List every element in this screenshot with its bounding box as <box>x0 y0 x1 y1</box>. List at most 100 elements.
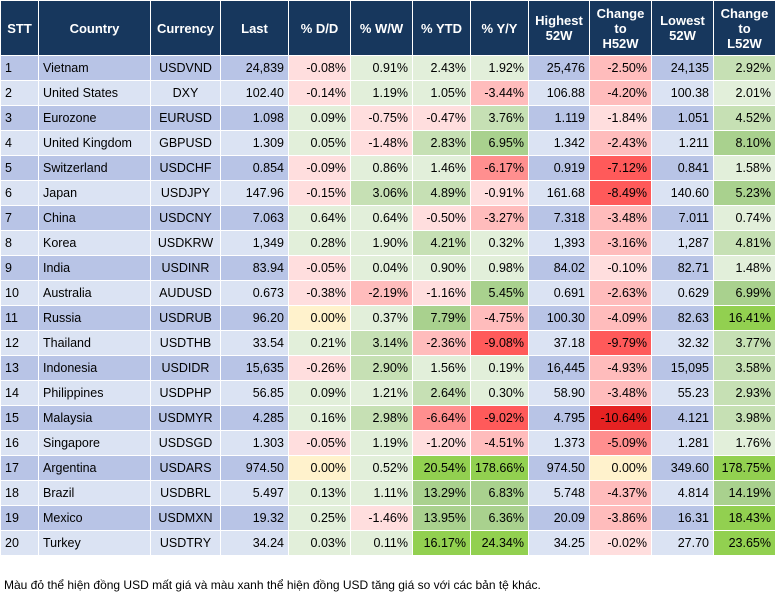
cell-ytd: 1.05% <box>412 80 471 106</box>
cell-low: 27.70 <box>651 530 714 556</box>
cell-currency: USDCNY <box>150 205 221 231</box>
cell-ytd: 16.17% <box>412 530 471 556</box>
color-legend-note: Màu đỏ thể hiện đồng USD mất giá và màu … <box>4 578 541 592</box>
cell-country: Switzerland <box>38 155 151 181</box>
cell-dd: -0.09% <box>288 155 351 181</box>
cell-chigh: -3.48% <box>589 205 652 231</box>
cell-ytd: -6.64% <box>412 405 471 431</box>
cell-clow: 3.98% <box>713 405 776 431</box>
cell-dd: -0.14% <box>288 80 351 106</box>
cell-currency: EURUSD <box>150 105 221 131</box>
cell-chigh: -2.43% <box>589 130 652 156</box>
cell-clow: 6.99% <box>713 280 776 306</box>
cell-chigh: -10.64% <box>589 405 652 431</box>
cell-chigh: 0.00% <box>589 455 652 481</box>
cell-clow: 4.52% <box>713 105 776 131</box>
cell-country: Brazil <box>38 480 151 506</box>
header-change-to-l52w: Change to L52W <box>713 0 776 56</box>
table-row: 1 Vietnam USDVND 24,839 -0.08% 0.91% 2.43% 1.92… <box>0 55 776 81</box>
cell-currency: USDJPY <box>150 180 221 206</box>
cell-clow: 5.23% <box>713 180 776 206</box>
cell-low: 0.629 <box>651 280 714 306</box>
table-row: 20 Turkey USDTRY 34.24 0.03% 0.11% 16.17% 24.34… <box>0 530 776 556</box>
cell-low: 32.32 <box>651 330 714 356</box>
cell-country: India <box>38 255 151 281</box>
cell-stt: 15 <box>0 405 39 431</box>
cell-chigh: -4.37% <box>589 480 652 506</box>
cell-ww: 1.19% <box>350 80 413 106</box>
cell-currency: USDTRY <box>150 530 221 556</box>
cell-country: Singapore <box>38 430 151 456</box>
cell-low: 1.051 <box>651 105 714 131</box>
cell-dd: -0.26% <box>288 355 351 381</box>
table-body: 1 Vietnam USDVND 24,839 -0.08% 0.91% 2.43% 1.92… <box>0 55 776 556</box>
table-row: 13 Indonesia USDIDR 15,635 -0.26% 2.90% 1.56% 0… <box>0 355 776 381</box>
cell-dd: 0.00% <box>288 305 351 331</box>
cell-high: 974.50 <box>528 455 590 481</box>
cell-ww: 2.90% <box>350 355 413 381</box>
cell-clow: 3.58% <box>713 355 776 381</box>
cell-ytd: 2.64% <box>412 380 471 406</box>
cell-stt: 18 <box>0 480 39 506</box>
cell-dd: 0.13% <box>288 480 351 506</box>
table-row: 15 Malaysia USDMYR 4.285 0.16% 2.98% -6.64% -9.… <box>0 405 776 431</box>
cell-chigh: -2.63% <box>589 280 652 306</box>
cell-yy: 0.30% <box>470 380 529 406</box>
cell-currency: USDTHB <box>150 330 221 356</box>
cell-dd: 0.25% <box>288 505 351 531</box>
cell-ww: 0.04% <box>350 255 413 281</box>
table-row: 6 Japan USDJPY 147.96 -0.15% 3.06% 4.89% -0.91%… <box>0 180 776 206</box>
cell-currency: USDPHP <box>150 380 221 406</box>
cell-ww: -0.75% <box>350 105 413 131</box>
cell-currency: USDRUB <box>150 305 221 331</box>
cell-country: Philippines <box>38 380 151 406</box>
cell-chigh: -4.20% <box>589 80 652 106</box>
cell-country: Thailand <box>38 330 151 356</box>
cell-stt: 10 <box>0 280 39 306</box>
cell-currency: USDVND <box>150 55 221 81</box>
cell-clow: 1.58% <box>713 155 776 181</box>
cell-clow: 2.01% <box>713 80 776 106</box>
cell-stt: 1 <box>0 55 39 81</box>
cell-chigh: -5.09% <box>589 430 652 456</box>
cell-chigh: -4.93% <box>589 355 652 381</box>
cell-low: 1.281 <box>651 430 714 456</box>
cell-country: Japan <box>38 180 151 206</box>
cell-country: Korea <box>38 230 151 256</box>
cell-ytd: 13.95% <box>412 505 471 531</box>
cell-low: 1.211 <box>651 130 714 156</box>
cell-last: 7.063 <box>220 205 289 231</box>
header-pct-ytd: % YTD <box>412 0 471 56</box>
cell-ytd: 1.56% <box>412 355 471 381</box>
cell-dd: 0.64% <box>288 205 351 231</box>
table-row: 16 Singapore USDSGD 1.303 -0.05% 1.19% -1.20% -… <box>0 430 776 456</box>
cell-stt: 20 <box>0 530 39 556</box>
table-row: 18 Brazil USDBRL 5.497 0.13% 1.11% 13.29% 6.83%… <box>0 480 776 506</box>
cell-high: 0.919 <box>528 155 590 181</box>
cell-last: 1,349 <box>220 230 289 256</box>
cell-dd: -0.05% <box>288 255 351 281</box>
cell-currency: USDKRW <box>150 230 221 256</box>
cell-high: 100.30 <box>528 305 590 331</box>
cell-country: Argentina <box>38 455 151 481</box>
table-row: 14 Philippines USDPHP 56.85 0.09% 1.21% 2.64% 0… <box>0 380 776 406</box>
cell-clow: 4.81% <box>713 230 776 256</box>
cell-currency: GBPUSD <box>150 130 221 156</box>
cell-high: 4.795 <box>528 405 590 431</box>
cell-dd: 0.09% <box>288 380 351 406</box>
cell-high: 84.02 <box>528 255 590 281</box>
cell-currency: DXY <box>150 80 221 106</box>
cell-currency: USDARS <box>150 455 221 481</box>
cell-high: 20.09 <box>528 505 590 531</box>
cell-last: 15,635 <box>220 355 289 381</box>
cell-ytd: 4.89% <box>412 180 471 206</box>
cell-chigh: -3.48% <box>589 380 652 406</box>
table-row: 11 Russia USDRUB 96.20 0.00% 0.37% 7.79% -4.75%… <box>0 305 776 331</box>
cell-yy: 0.98% <box>470 255 529 281</box>
cell-low: 55.23 <box>651 380 714 406</box>
cell-high: 37.18 <box>528 330 590 356</box>
cell-low: 4.814 <box>651 480 714 506</box>
cell-currency: USDIDR <box>150 355 221 381</box>
cell-last: 19.32 <box>220 505 289 531</box>
cell-clow: 2.92% <box>713 55 776 81</box>
